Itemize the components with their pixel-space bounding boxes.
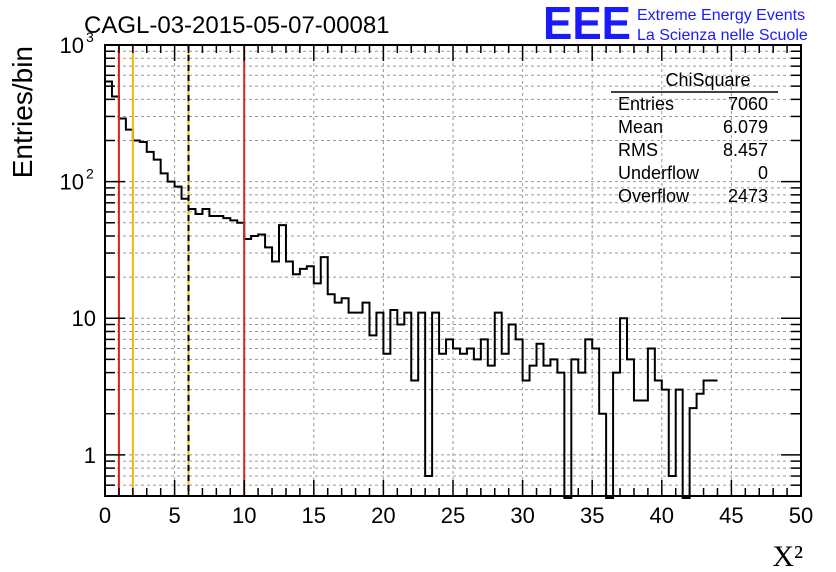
- y-tick-label: 10: [60, 170, 84, 195]
- eee-tagline-1: Extreme Energy Events: [637, 7, 805, 24]
- eee-logo: EEE Extreme Energy Events La Scienza nel…: [543, 0, 808, 49]
- stats-row-value: 6.079: [723, 117, 768, 137]
- x-tick-label: 15: [302, 503, 326, 528]
- x-tick-label: 10: [232, 503, 256, 528]
- y-tick-exponent: 3: [86, 29, 94, 45]
- stats-title: ChiSquare: [665, 70, 750, 90]
- cut-lines: [117, 45, 246, 496]
- stats-row-label: Entries: [618, 94, 674, 114]
- x-tick-label: 5: [168, 503, 180, 528]
- x-tick-label: 35: [580, 503, 604, 528]
- stats-box: ChiSquare Entries 7060 Mean 6.079 RMS 8.457 Un…: [611, 70, 778, 206]
- y-axis-label: Entries/bin: [7, 46, 38, 178]
- y-tick-exponent: 2: [86, 166, 94, 182]
- histogram-line: [105, 80, 718, 499]
- y-tick-label: 10: [72, 306, 96, 331]
- histogram: [105, 80, 718, 499]
- stats-row-label: RMS: [618, 140, 658, 160]
- eee-tagline-2: La Scienza nelle Scuole: [637, 27, 808, 44]
- stats-row-value: 0: [758, 163, 768, 183]
- x-tick-label: 45: [719, 503, 743, 528]
- x-axis-label: X²: [772, 540, 803, 572]
- stats-row-value: 7060: [728, 94, 768, 114]
- x-tick-label: 30: [510, 503, 534, 528]
- stats-row-label: Underflow: [618, 163, 700, 183]
- x-tick-label: 0: [99, 503, 111, 528]
- x-tick-label: 40: [650, 503, 674, 528]
- y-tick-label: 10: [60, 33, 84, 58]
- x-tick-label: 20: [371, 503, 395, 528]
- grid: [105, 45, 801, 496]
- chart-title: CAGL-03-2015-05-07-00081: [84, 12, 390, 39]
- y-tick-label: 1: [84, 443, 96, 468]
- x-tick-label: 25: [441, 503, 465, 528]
- x-tick-label: 50: [789, 503, 813, 528]
- stats-row-value: 8.457: [723, 140, 768, 160]
- stats-row-label: Overflow: [618, 186, 690, 206]
- stats-row-value: 2473: [728, 186, 768, 206]
- stats-row-label: Mean: [618, 117, 663, 137]
- eee-logo-mark: EEE: [543, 0, 631, 49]
